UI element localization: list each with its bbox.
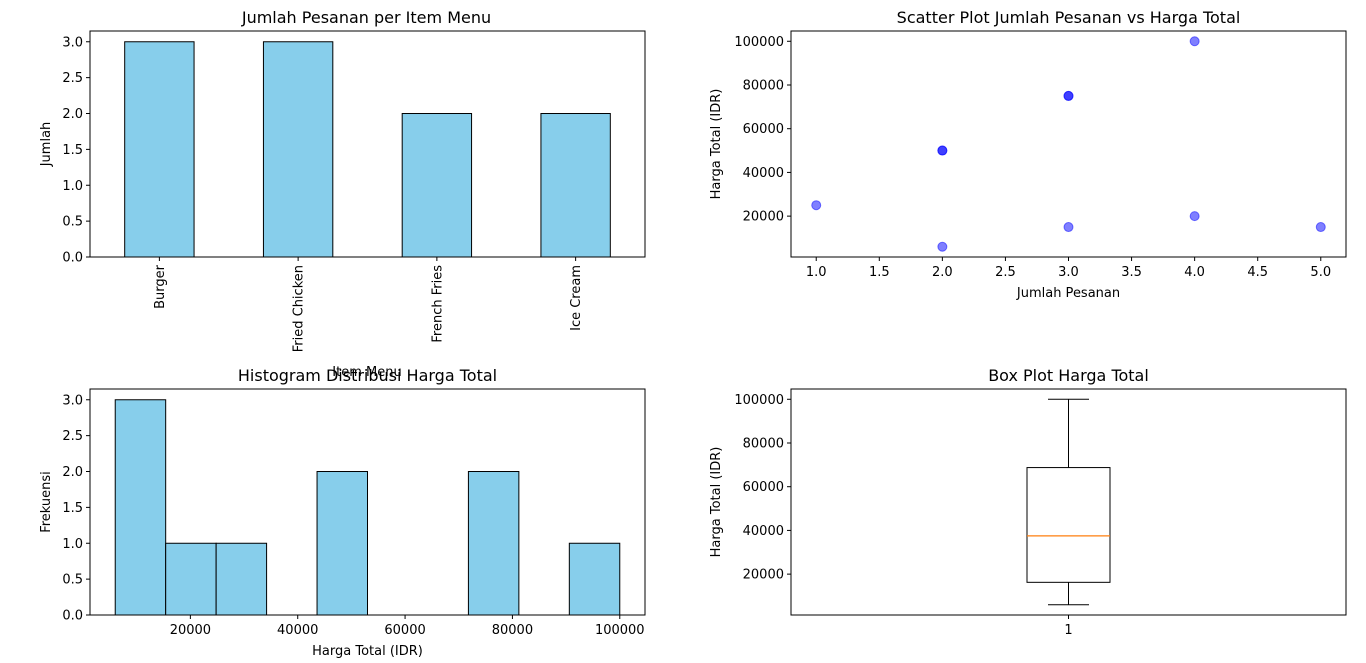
scatter-xtick-label: 5.0 bbox=[1310, 265, 1331, 280]
histogram-xtick-label: 80000 bbox=[492, 623, 533, 638]
histogram-bin bbox=[114, 399, 167, 616]
histogram-panel: 0.0 0.5 1.0 1.5 2.0 2.5 3.0 20000 40000 60000 800… bbox=[39, 366, 646, 659]
histogram-title: Histogram Distribusi Harga Total bbox=[238, 366, 497, 385]
scatter-point bbox=[1189, 211, 1200, 222]
scatter-xtick-label: 3.5 bbox=[1121, 265, 1142, 280]
bar-chart-frame bbox=[89, 30, 646, 258]
bar-chart-ytick-label: 1.0 bbox=[62, 179, 83, 194]
histogram-ytick-label: 1.0 bbox=[62, 537, 83, 552]
histogram-xtick-label: 60000 bbox=[384, 623, 425, 638]
bar-chart-xlabel: Item Menu bbox=[332, 365, 401, 380]
scatter-frame bbox=[790, 30, 1347, 258]
boxplot-ytick-label: 60000 bbox=[743, 480, 784, 495]
histogram-xtick-label: 100000 bbox=[595, 623, 645, 638]
bar-chart-xtick-label: Burger bbox=[153, 264, 168, 309]
histogram-xtick-label: 40000 bbox=[277, 623, 318, 638]
bar-fried-chicken bbox=[262, 41, 334, 258]
boxplot-title: Box Plot Harga Total bbox=[988, 366, 1149, 385]
histogram-xlabel: Harga Total (IDR) bbox=[312, 644, 423, 659]
boxplot-ytick-label: 100000 bbox=[734, 393, 784, 408]
boxplot-ytick-label: 80000 bbox=[743, 436, 784, 451]
scatter-xlabel: Jumlah Pesanan bbox=[1016, 286, 1120, 301]
scatter-point bbox=[1315, 222, 1326, 233]
bar-chart-ytick-label: 2.0 bbox=[62, 107, 83, 122]
scatter-xtick-label: 4.5 bbox=[1247, 265, 1268, 280]
histogram-ytick-label: 3.0 bbox=[62, 393, 83, 408]
scatter-ytick-label: 80000 bbox=[743, 78, 784, 93]
scatter-xtick-label: 2.0 bbox=[932, 265, 953, 280]
bar-chart-ylabel: Jumlah bbox=[39, 122, 54, 168]
bar-chart-ytick-label: 0.5 bbox=[62, 215, 83, 230]
scatter-xtick-label: 4.0 bbox=[1184, 265, 1205, 280]
histogram-bin bbox=[316, 471, 368, 616]
boxplot-panel: Box Plot Harga Total 20000 40000 60000 8000… bbox=[709, 366, 1347, 638]
boxplot-frame bbox=[790, 388, 1347, 616]
histogram-ytick-label: 2.5 bbox=[62, 429, 83, 444]
bar-burger bbox=[124, 41, 195, 258]
scatter-point bbox=[937, 145, 948, 156]
boxplot-ylabel: Harga Total (IDR) bbox=[709, 447, 724, 558]
scatter-point bbox=[1063, 222, 1074, 233]
bar-chart-ytick-label: 1.5 bbox=[62, 143, 83, 158]
scatter-panel: Scatter Plot Jumlah Pesanan vs Harga Tot… bbox=[709, 8, 1347, 301]
bar-chart-ytick-label: 2.5 bbox=[62, 71, 83, 86]
histogram-ytick-label: 1.5 bbox=[62, 501, 83, 516]
scatter-xtick-label: 1.0 bbox=[806, 265, 827, 280]
scatter-point bbox=[1063, 90, 1074, 101]
boxplot-box bbox=[1026, 467, 1111, 583]
histogram-ytick-label: 0.0 bbox=[62, 609, 83, 624]
scatter-point bbox=[811, 200, 822, 211]
bar-chart-ytick-label: 0.0 bbox=[62, 251, 83, 266]
bar-chart-xtick-label: Ice Cream bbox=[569, 265, 584, 331]
histogram-bin bbox=[215, 542, 268, 616]
bar-french-fries bbox=[401, 113, 473, 258]
scatter-ytick-label: 60000 bbox=[743, 122, 784, 137]
bar-chart-xtick-label: French Fries bbox=[430, 265, 445, 343]
bar-chart-title: Jumlah Pesanan per Item Menu bbox=[241, 8, 491, 27]
scatter-ytick-label: 20000 bbox=[743, 210, 784, 225]
histogram-ylabel: Frekuensi bbox=[39, 471, 54, 533]
bar-chart-panel: Jumlah Pesanan per Item Menu 0.0 0.5 1.0 1.… bbox=[39, 8, 646, 380]
bar-chart-ytick-label: 3.0 bbox=[62, 35, 83, 50]
scatter-ylabel: Harga Total (IDR) bbox=[709, 89, 724, 200]
scatter-title: Scatter Plot Jumlah Pesanan vs Harga Tot… bbox=[897, 8, 1241, 27]
histogram-ytick-label: 2.0 bbox=[62, 465, 83, 480]
scatter-xtick-label: 2.5 bbox=[995, 265, 1016, 280]
scatter-ytick-label: 100000 bbox=[734, 35, 784, 50]
bar-chart-xtick-label: Fried Chicken bbox=[292, 265, 307, 352]
bar-ice-cream bbox=[540, 113, 611, 258]
histogram-bin bbox=[165, 542, 217, 616]
scatter-point bbox=[937, 241, 948, 252]
histogram-ytick-label: 0.5 bbox=[62, 573, 83, 588]
boxplot-ytick-label: 40000 bbox=[743, 524, 784, 539]
histogram-frame bbox=[89, 388, 646, 616]
boxplot-ytick-label: 20000 bbox=[743, 568, 784, 583]
scatter-ytick-label: 40000 bbox=[743, 166, 784, 181]
histogram-xtick-label: 20000 bbox=[170, 623, 211, 638]
scatter-point bbox=[1189, 36, 1200, 47]
scatter-xtick-label: 3.0 bbox=[1058, 265, 1079, 280]
histogram-bin bbox=[568, 542, 621, 616]
histogram-bin bbox=[467, 471, 520, 616]
boxplot-xtick-label: 1 bbox=[1064, 623, 1072, 638]
scatter-xtick-label: 1.5 bbox=[869, 265, 890, 280]
